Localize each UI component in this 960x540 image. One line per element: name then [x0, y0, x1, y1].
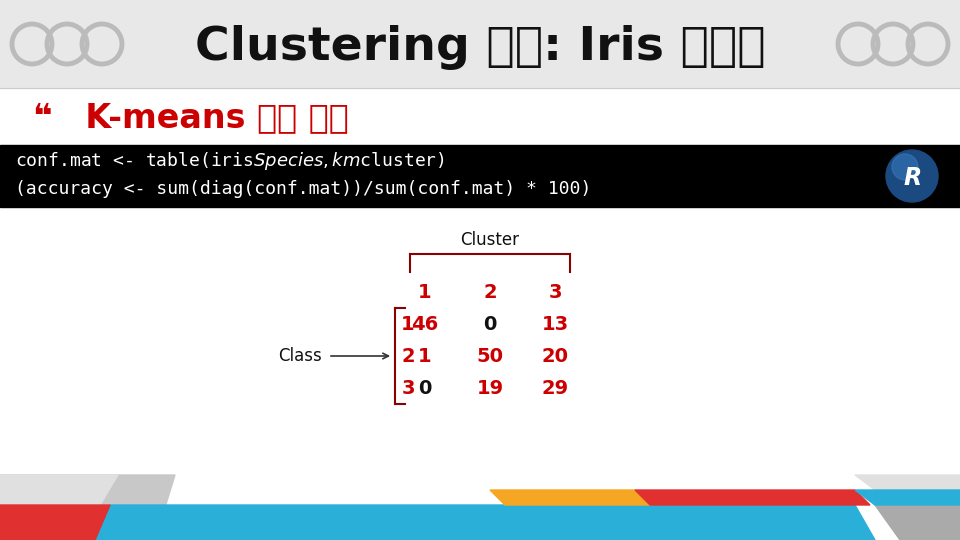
Bar [0, 145, 960, 207]
Polygon shape [90, 505, 875, 540]
Text: Clustering 연습: Iris 데이터: Clustering 연습: Iris 데이터 [195, 25, 765, 71]
Text: conf.mat <- table(iris$Species, km$cluster): conf.mat <- table(iris$Species, km$clust… [15, 150, 444, 172]
Text: Cluster: Cluster [461, 231, 519, 249]
Text: Class: Class [278, 347, 322, 365]
Text: 20: 20 [541, 347, 568, 366]
Text: 3: 3 [401, 379, 415, 397]
Polygon shape [635, 490, 870, 505]
Text: 50: 50 [476, 347, 503, 366]
Text: 29: 29 [541, 379, 568, 397]
Circle shape [892, 154, 918, 180]
Text: 2: 2 [483, 282, 497, 301]
Polygon shape [875, 505, 960, 540]
Text: 19: 19 [476, 379, 504, 397]
Polygon shape [855, 475, 960, 490]
Polygon shape [0, 475, 175, 540]
Circle shape [886, 150, 938, 202]
Text: 1: 1 [419, 282, 432, 301]
Bar [0, 0, 960, 88]
Text: 1: 1 [401, 314, 415, 334]
Text: R: R [904, 166, 923, 190]
Polygon shape [0, 475, 118, 505]
Polygon shape [855, 490, 960, 505]
Text: K-means 모델 평가: K-means 모델 평가 [62, 102, 348, 134]
Text: (accuracy <- sum(diag(conf.mat))/sum(conf.mat) * 100): (accuracy <- sum(diag(conf.mat))/sum(con… [15, 180, 591, 198]
Text: 2: 2 [401, 347, 415, 366]
Polygon shape [0, 505, 110, 540]
Text: 46: 46 [412, 314, 439, 334]
Text: 0: 0 [419, 379, 432, 397]
Polygon shape [490, 490, 650, 505]
Text: ❝: ❝ [32, 102, 52, 134]
Text: 0: 0 [483, 314, 496, 334]
Text: 3: 3 [548, 282, 562, 301]
Text: 13: 13 [541, 314, 568, 334]
Text: 1: 1 [419, 347, 432, 366]
